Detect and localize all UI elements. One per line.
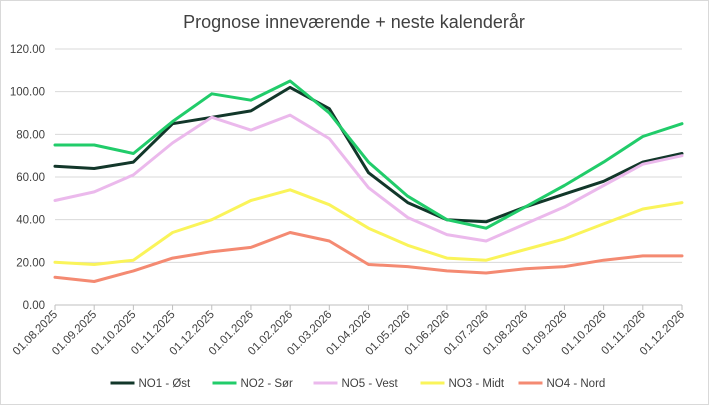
chart-title: Prognose inneværende + neste kalenderår [183, 12, 525, 32]
series-line [53, 188, 684, 266]
y-tick-label: 100.00 [10, 87, 45, 99]
legend-label: NO4 - Nord [547, 378, 606, 390]
series-lines [53, 79, 684, 283]
legend-label: NO1 - Øst [139, 378, 192, 390]
y-tick-label: 80.00 [16, 129, 45, 141]
y-axis: 0.00 20.00 40.00 60.00 80.00 100.00 120.00 [10, 44, 45, 312]
series-line [53, 85, 684, 224]
legend-label: NO3 - Midt [449, 378, 505, 390]
y-tick-label: 60.00 [16, 172, 45, 184]
legend: NO1 - Øst NO2 - Sør NO5 - Vest NO3 - Midt NO… [110, 378, 606, 390]
series-line [53, 113, 684, 243]
legend-label: NO5 - Vest [342, 378, 399, 390]
series-line [53, 231, 684, 283]
y-tick-label: 20.00 [16, 257, 45, 269]
y-tick-label: 40.00 [16, 215, 45, 227]
y-tick-label: 0.00 [23, 300, 45, 312]
x-axis: 01.08.202501.09.202501.10.202501.11.2025… [11, 304, 687, 358]
y-tick-label: 120.00 [10, 44, 45, 56]
legend-label: NO2 - Sør [241, 378, 294, 390]
series-line [53, 79, 684, 230]
